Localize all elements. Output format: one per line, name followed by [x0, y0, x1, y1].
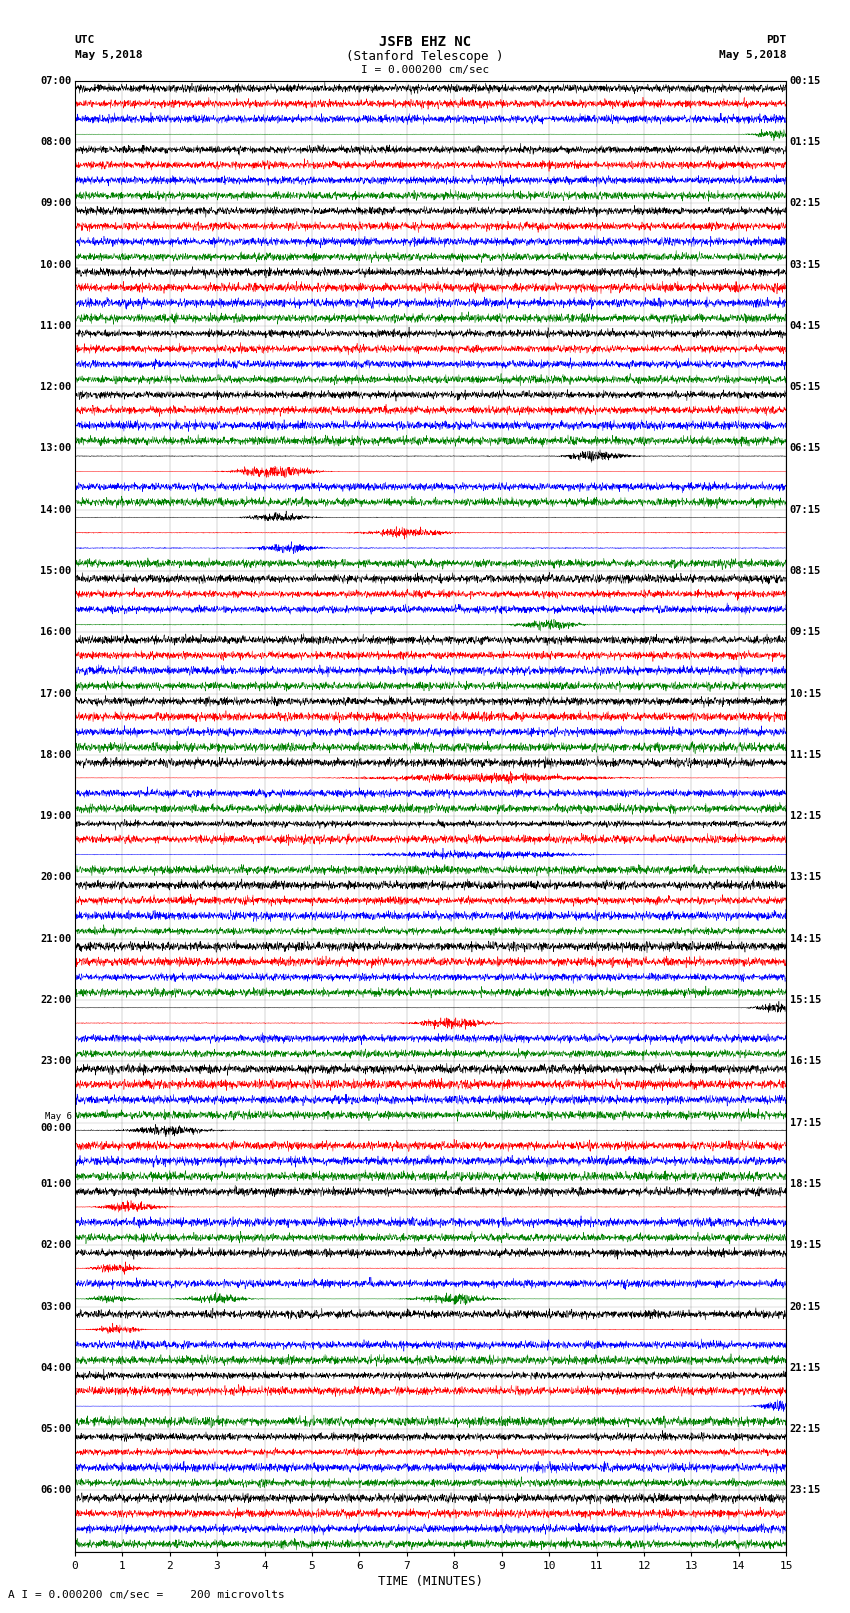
Text: May 6: May 6 — [44, 1111, 71, 1121]
Text: 02:00: 02:00 — [40, 1240, 71, 1250]
Text: 12:00: 12:00 — [40, 382, 71, 392]
Text: 15:00: 15:00 — [40, 566, 71, 576]
Text: 23:15: 23:15 — [790, 1486, 821, 1495]
Text: 22:15: 22:15 — [790, 1424, 821, 1434]
Text: 13:00: 13:00 — [40, 444, 71, 453]
Text: 05:00: 05:00 — [40, 1424, 71, 1434]
Text: (Stanford Telescope ): (Stanford Telescope ) — [346, 50, 504, 63]
Text: I = 0.000200 cm/sec: I = 0.000200 cm/sec — [361, 65, 489, 74]
Text: 13:15: 13:15 — [790, 873, 821, 882]
Text: 00:00: 00:00 — [40, 1123, 71, 1132]
Text: 08:15: 08:15 — [790, 566, 821, 576]
Text: 09:00: 09:00 — [40, 198, 71, 208]
Text: 11:00: 11:00 — [40, 321, 71, 331]
Text: 10:15: 10:15 — [790, 689, 821, 698]
Text: 14:00: 14:00 — [40, 505, 71, 515]
Text: 07:15: 07:15 — [790, 505, 821, 515]
Text: 00:15: 00:15 — [790, 76, 821, 85]
Text: PDT: PDT — [766, 35, 786, 45]
Text: May 5,2018: May 5,2018 — [719, 50, 786, 60]
Text: 12:15: 12:15 — [790, 811, 821, 821]
Text: 23:00: 23:00 — [40, 1057, 71, 1066]
Text: 20:15: 20:15 — [790, 1302, 821, 1311]
Text: 21:00: 21:00 — [40, 934, 71, 944]
Text: A I = 0.000200 cm/sec =    200 microvolts: A I = 0.000200 cm/sec = 200 microvolts — [8, 1590, 286, 1600]
Text: 02:15: 02:15 — [790, 198, 821, 208]
Text: 22:00: 22:00 — [40, 995, 71, 1005]
Text: 04:15: 04:15 — [790, 321, 821, 331]
Text: 03:00: 03:00 — [40, 1302, 71, 1311]
Text: JSFB EHZ NC: JSFB EHZ NC — [379, 35, 471, 50]
Text: 06:15: 06:15 — [790, 444, 821, 453]
Text: 06:00: 06:00 — [40, 1486, 71, 1495]
Text: 11:15: 11:15 — [790, 750, 821, 760]
Text: 16:00: 16:00 — [40, 627, 71, 637]
Text: 16:15: 16:15 — [790, 1057, 821, 1066]
Text: 10:00: 10:00 — [40, 260, 71, 269]
Text: 15:15: 15:15 — [790, 995, 821, 1005]
X-axis label: TIME (MINUTES): TIME (MINUTES) — [378, 1574, 483, 1587]
Text: 17:00: 17:00 — [40, 689, 71, 698]
Text: 03:15: 03:15 — [790, 260, 821, 269]
Text: 19:15: 19:15 — [790, 1240, 821, 1250]
Text: UTC: UTC — [75, 35, 95, 45]
Text: 21:15: 21:15 — [790, 1363, 821, 1373]
Text: 18:00: 18:00 — [40, 750, 71, 760]
Text: 14:15: 14:15 — [790, 934, 821, 944]
Text: 04:00: 04:00 — [40, 1363, 71, 1373]
Text: 01:15: 01:15 — [790, 137, 821, 147]
Text: 01:00: 01:00 — [40, 1179, 71, 1189]
Text: 20:00: 20:00 — [40, 873, 71, 882]
Text: 18:15: 18:15 — [790, 1179, 821, 1189]
Text: May 5,2018: May 5,2018 — [75, 50, 142, 60]
Text: 19:00: 19:00 — [40, 811, 71, 821]
Text: 09:15: 09:15 — [790, 627, 821, 637]
Text: 08:00: 08:00 — [40, 137, 71, 147]
Text: 07:00: 07:00 — [40, 76, 71, 85]
Text: 17:15: 17:15 — [790, 1118, 821, 1127]
Text: 05:15: 05:15 — [790, 382, 821, 392]
